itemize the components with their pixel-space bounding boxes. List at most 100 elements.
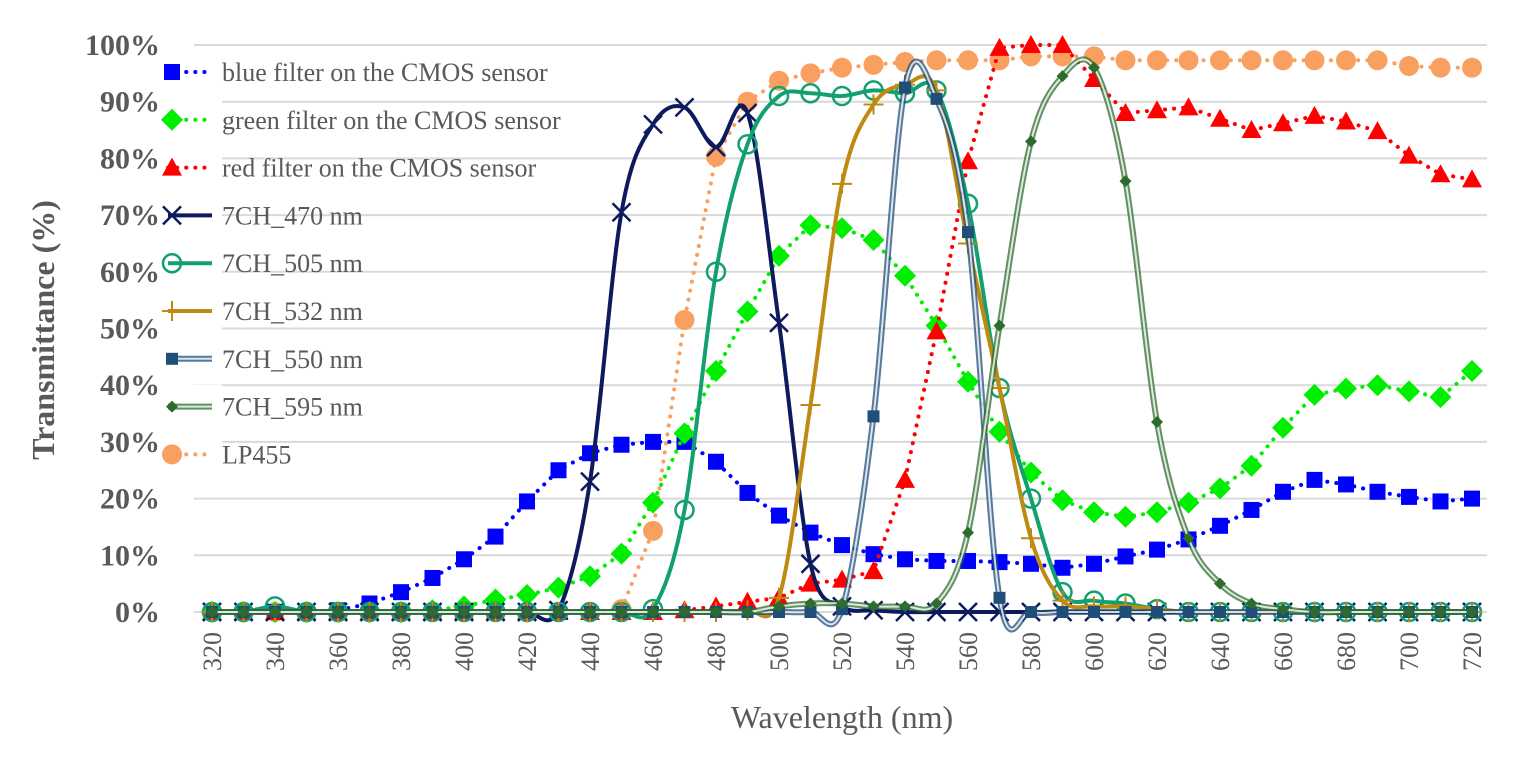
data-point bbox=[206, 606, 218, 618]
data-point bbox=[162, 301, 182, 321]
legend-item: 7CH_532 nm bbox=[162, 289, 363, 333]
legend-item: 7CH_470 nm bbox=[162, 193, 363, 238]
data-point bbox=[643, 520, 663, 541]
data-point bbox=[162, 444, 182, 465]
x-tick-label: 560 bbox=[954, 632, 983, 671]
data-point bbox=[1272, 416, 1294, 439]
x-axis-ticks: 320 340 360 380 400 420 440 460 480 500 520 540 560 5… bbox=[198, 632, 1487, 671]
x-tick-label: 340 bbox=[261, 632, 290, 671]
data-point bbox=[930, 597, 943, 610]
series-line bbox=[212, 56, 1472, 616]
data-point bbox=[800, 395, 821, 416]
data-point bbox=[1398, 380, 1420, 403]
series-line-inner bbox=[212, 58, 1472, 614]
legend-label: green filter on the CMOS sensor bbox=[222, 106, 561, 135]
y-tick-label: 40% bbox=[100, 369, 160, 402]
data-point bbox=[769, 312, 789, 333]
data-point bbox=[1212, 517, 1228, 534]
data-point bbox=[1429, 386, 1452, 409]
x-tick-label: 440 bbox=[576, 632, 605, 671]
x-tick-label: 520 bbox=[828, 632, 857, 671]
data-point bbox=[1245, 606, 1258, 618]
data-point bbox=[1434, 606, 1447, 618]
data-point bbox=[521, 606, 533, 618]
data-point bbox=[1115, 50, 1136, 71]
y-tick-label: 0% bbox=[115, 596, 160, 629]
legend-item: 7CH_550 nm bbox=[162, 336, 363, 381]
legend: blue filter on the CMOS sensor green filt… bbox=[161, 50, 561, 477]
data-point bbox=[804, 597, 817, 610]
data-point bbox=[1210, 50, 1230, 71]
data-point bbox=[741, 606, 754, 618]
data-point bbox=[300, 606, 313, 618]
data-point bbox=[867, 600, 880, 613]
y-tick-label: 80% bbox=[100, 142, 160, 175]
data-point bbox=[552, 606, 565, 618]
y-tick-label: 30% bbox=[100, 426, 160, 459]
legend-label: 7CH_550 nm bbox=[222, 345, 363, 374]
series-line bbox=[210, 439, 1474, 614]
data-point bbox=[769, 70, 789, 91]
data-point bbox=[426, 606, 439, 618]
data-point bbox=[580, 471, 600, 492]
data-point bbox=[773, 600, 785, 613]
series-blue-filter-on-the-cmos-sensor bbox=[204, 433, 1480, 620]
data-point bbox=[768, 85, 790, 107]
data-point bbox=[1462, 169, 1482, 188]
data-point bbox=[269, 606, 281, 618]
legend-item: LP455 bbox=[162, 432, 291, 477]
data-point bbox=[865, 546, 882, 563]
data-point bbox=[1146, 501, 1168, 524]
data-point bbox=[1151, 606, 1163, 618]
legend-item: green filter on the CMOS sensor bbox=[161, 97, 561, 142]
y-tick-label: 20% bbox=[100, 483, 160, 516]
data-point bbox=[458, 606, 470, 618]
data-point bbox=[1277, 603, 1289, 616]
data-point bbox=[1464, 490, 1480, 507]
data-point bbox=[737, 133, 758, 155]
data-point bbox=[962, 226, 974, 239]
data-point bbox=[800, 82, 821, 104]
y-axis-ticks: 0% 10% 20% 30% 40% 50% 60% 70% 80% 90% 100% bbox=[85, 29, 160, 629]
data-point bbox=[678, 606, 691, 618]
x-tick-label: 320 bbox=[198, 632, 227, 671]
y-tick-label: 60% bbox=[100, 256, 160, 289]
data-point bbox=[1306, 471, 1323, 488]
data-point bbox=[957, 370, 979, 393]
x-tick-label: 620 bbox=[1143, 632, 1172, 671]
data-point bbox=[1245, 597, 1258, 610]
data-point bbox=[1177, 491, 1200, 514]
x-tick-label: 480 bbox=[702, 632, 731, 671]
data-point bbox=[1243, 501, 1260, 518]
data-point bbox=[894, 264, 916, 287]
data-point bbox=[1399, 145, 1419, 164]
data-point bbox=[610, 542, 633, 565]
data-point bbox=[1182, 532, 1195, 545]
data-point bbox=[584, 606, 596, 618]
legend-item: 7CH_505 nm bbox=[161, 241, 363, 286]
data-point bbox=[1338, 476, 1354, 493]
data-point bbox=[645, 433, 661, 450]
data-point bbox=[166, 352, 178, 365]
data-point bbox=[863, 94, 884, 115]
data-point bbox=[895, 469, 915, 488]
data-point bbox=[1178, 97, 1199, 116]
x-tick-label: 660 bbox=[1269, 632, 1298, 671]
data-point bbox=[768, 244, 790, 267]
data-point bbox=[456, 551, 472, 568]
legend-item: 7CH_595 nm bbox=[162, 384, 363, 429]
data-point bbox=[1021, 35, 1041, 53]
data-point bbox=[363, 606, 376, 618]
data-point bbox=[863, 54, 884, 75]
x-tick-label: 460 bbox=[639, 632, 668, 671]
x-tick-label: 720 bbox=[1458, 632, 1487, 671]
legend-label: blue filter on the CMOS sensor bbox=[222, 58, 548, 87]
data-point bbox=[1466, 606, 1478, 618]
data-point bbox=[613, 436, 630, 453]
data-point bbox=[1335, 377, 1357, 400]
data-point bbox=[1367, 50, 1388, 71]
data-point bbox=[1023, 555, 1039, 572]
data-point bbox=[647, 606, 659, 618]
x-tick-label: 700 bbox=[1395, 632, 1424, 671]
data-point bbox=[332, 606, 344, 618]
